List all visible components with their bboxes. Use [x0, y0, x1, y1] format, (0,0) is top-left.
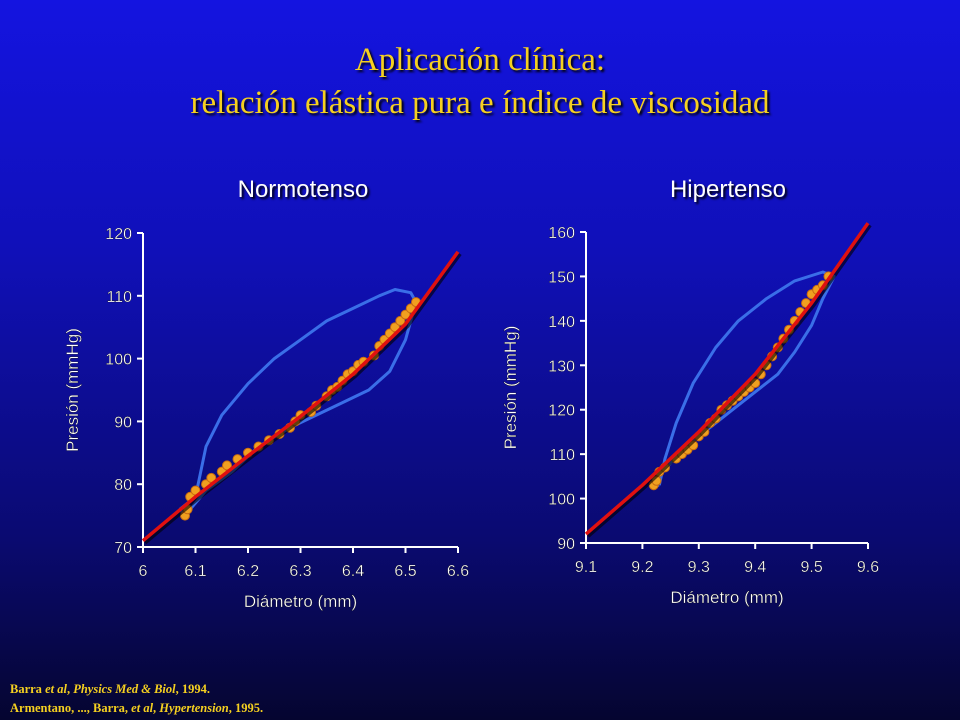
fit-line-shadow [586, 223, 872, 538]
x-tick-label: 9.4 [744, 559, 766, 576]
slide-title-line2: relación elástica pura e índice de visco… [190, 85, 770, 121]
x-tick-label: 9.1 [575, 559, 597, 576]
reference-2-sep: , [153, 701, 160, 715]
y-tick-label: 150 [548, 269, 575, 286]
elastic-fit-line [584, 222, 870, 536]
y-tick-label: 160 [548, 225, 575, 242]
reference-2: Armentano, ..., Barra, et al, Hypertensi… [10, 699, 263, 718]
x-tick-label: 6.5 [394, 563, 416, 580]
x-tick-label: 9.2 [631, 559, 653, 576]
data-point [390, 322, 400, 333]
data-point [222, 460, 232, 471]
slide-title-line1: Aplicación clínica: [354, 42, 606, 78]
reference-1-journal: Physics Med & Biol [73, 682, 176, 696]
y-tick-label: 100 [548, 492, 575, 509]
chart-title-hipertenso: Hipertenso [669, 176, 787, 203]
y-tick-label: 70 [114, 540, 132, 557]
y-tick-label: 110 [549, 447, 575, 464]
y-tick-label: 90 [557, 536, 575, 553]
reference-2-year: , 1995. [228, 701, 264, 715]
data-point [395, 315, 406, 326]
reference-1-sep: , [66, 682, 74, 696]
x-tick-label: 9.6 [857, 559, 879, 576]
x-tick-label: 6.6 [447, 563, 469, 580]
x-axis-label: Diámetro (mm) [670, 588, 783, 607]
elastic-fit-line [141, 250, 460, 543]
references: Barra et al, Physics Med & Biol, 1994. A… [10, 680, 263, 718]
y-tick-label: 120 [548, 403, 575, 420]
y-axis-label: Presión (mmHg) [63, 328, 82, 452]
fit-line-shadow [143, 252, 462, 545]
x-tick-label: 6 [139, 563, 148, 580]
x-tick-label: 6.3 [289, 563, 311, 580]
reference-1-year: , 1994. [175, 682, 210, 696]
x-tick-label: 9.3 [688, 559, 710, 576]
x-tick-label: 6.2 [237, 563, 259, 580]
x-tick-label: 9.5 [800, 559, 822, 576]
y-tick-label: 140 [548, 314, 575, 331]
reference-1-authors: Barra [10, 682, 42, 696]
reference-2-authors: Armentano, ..., Barra, [10, 701, 132, 715]
reference-2-etal: et al [131, 701, 154, 715]
x-axis-label: Diámetro (mm) [244, 592, 357, 611]
y-tick-label: 90 [114, 414, 132, 431]
y-tick-label: 100 [105, 352, 132, 369]
reference-1-etal: et al [45, 682, 67, 696]
y-tick-label: 120 [105, 226, 132, 243]
reference-1: Barra et al, Physics Med & Biol, 1994. [10, 680, 263, 699]
chart-title-normotenso: Normotenso [237, 176, 369, 203]
y-axis-label: Presión (mmHg) [501, 326, 520, 450]
x-tick-label: 6.4 [342, 563, 364, 580]
reference-2-journal: Hypertension [159, 701, 229, 715]
y-tick-label: 110 [106, 289, 132, 306]
y-tick-label: 130 [548, 358, 575, 375]
x-tick-label: 6.1 [184, 563, 206, 580]
y-tick-label: 80 [114, 477, 132, 494]
